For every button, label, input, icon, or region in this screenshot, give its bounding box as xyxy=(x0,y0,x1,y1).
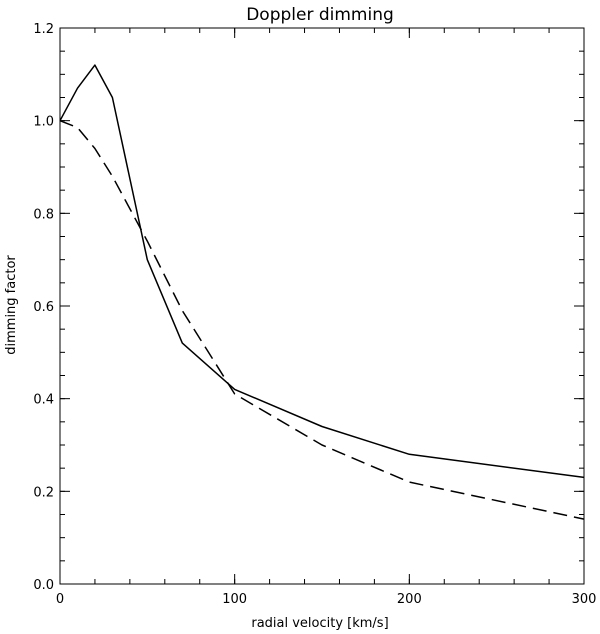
series-line-solid xyxy=(59,64,585,479)
y-tick-label: 1.0 xyxy=(33,115,54,130)
y-tick-label: 0.4 xyxy=(33,393,54,408)
y-tick-label: 1.2 xyxy=(33,22,54,37)
y-tick-label: 0.8 xyxy=(33,207,54,222)
y-tick-label: 0.6 xyxy=(33,300,54,315)
axis-ticks: 0 100 200 300 0.0 0.2 0.4 0.6 0.8 1.0 1.2 xyxy=(33,22,596,607)
x-tick-label: 200 xyxy=(397,592,422,607)
series-line-dashed xyxy=(59,120,585,520)
plot-frame xyxy=(59,27,585,585)
chart-title: Doppler dimming xyxy=(246,5,394,25)
plot-series xyxy=(59,64,585,520)
y-tick-label: 0.2 xyxy=(33,485,54,500)
y-axis-title: dimming factor xyxy=(4,255,19,355)
x-axis-title: radial velocity [km/s] xyxy=(251,616,388,631)
x-tick-label: 0 xyxy=(56,592,64,607)
x-tick-label: 300 xyxy=(572,592,597,607)
x-tick-label: 100 xyxy=(222,592,247,607)
y-tick-label: 0.0 xyxy=(33,578,54,593)
